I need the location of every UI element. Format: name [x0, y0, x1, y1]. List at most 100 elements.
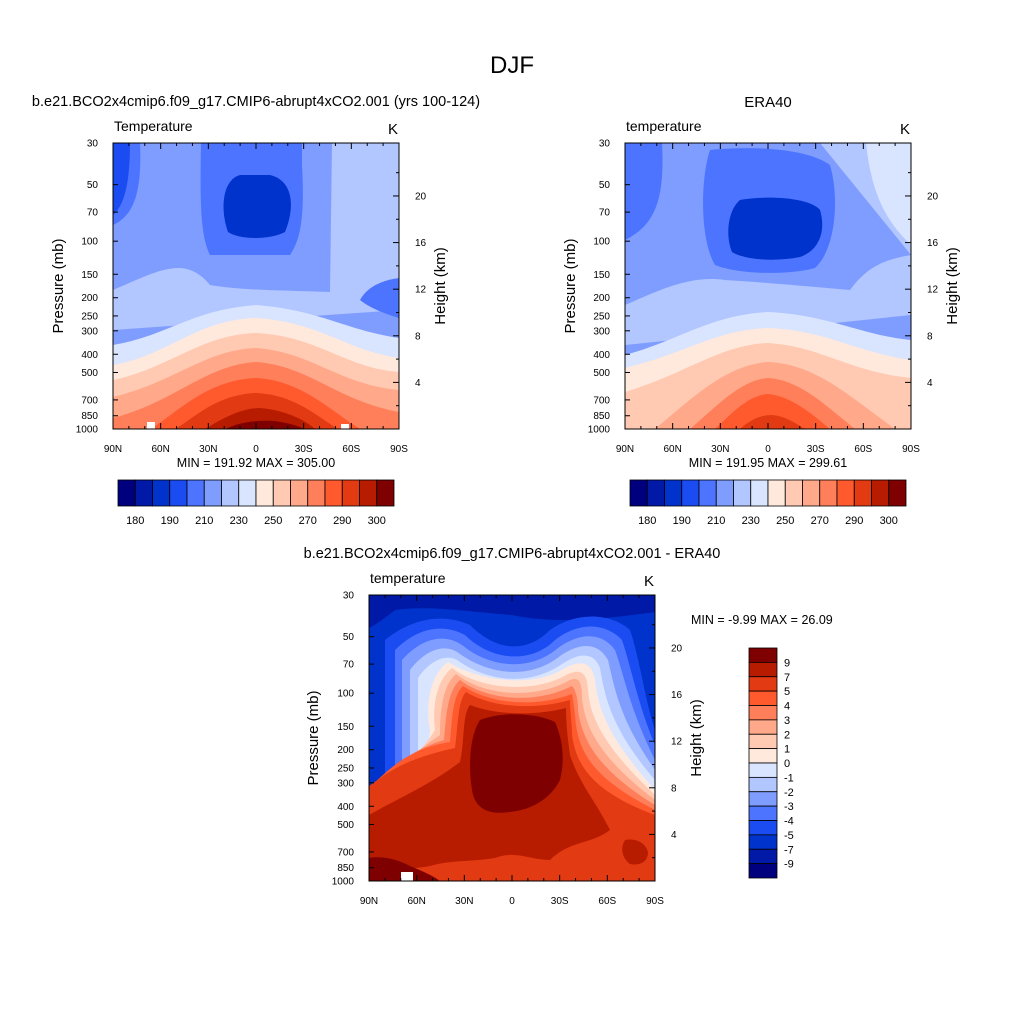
colorbar-label: 210 — [195, 515, 213, 527]
colorbar-label: 4 — [784, 701, 790, 713]
colorbar-swatch — [324, 479, 343, 507]
colorbar-swatch — [152, 479, 171, 507]
y-tick-label: 150 — [593, 270, 610, 281]
height-tick-label: 20 — [415, 191, 427, 202]
colorbar-swatch — [646, 479, 665, 507]
x-tick-label: 90N — [360, 896, 378, 907]
x-tick-label: 0 — [509, 896, 515, 907]
y-tick-label: 700 — [81, 395, 98, 406]
colorbar-label: 5 — [784, 686, 790, 698]
height-tick-label: 8 — [671, 783, 677, 794]
height-tick-label: 8 — [927, 331, 933, 342]
panel-diff-ylabel-wrap: Pressure (mb) — [305, 690, 322, 785]
panel-diff-left-string: temperature — [370, 570, 446, 586]
x-tick-label: 0 — [765, 444, 771, 455]
colorbar-label: 300 — [880, 515, 898, 527]
y-tick-label: 70 — [343, 660, 355, 671]
colorbar-label: -7 — [784, 844, 794, 856]
colorbar-label: -4 — [784, 816, 794, 828]
x-tick-label: 30N — [199, 444, 217, 455]
colorbar-label: -3 — [784, 801, 794, 813]
x-tick-label: 30N — [711, 444, 729, 455]
y-tick-label: 850 — [337, 863, 354, 874]
panel-obs-ylabel-right: Height (km) — [944, 247, 961, 325]
colorbar-swatch — [819, 479, 838, 507]
obs-band-nh-cold — [625, 143, 663, 240]
colorbar-swatch — [748, 733, 778, 750]
x-tick-label: 60S — [598, 896, 616, 907]
colorbar-swatch — [888, 479, 907, 507]
obs-band-299 — [740, 415, 805, 429]
diff-band-sh-sfc — [622, 839, 648, 865]
colorbar-swatch — [748, 848, 778, 865]
model-band-polar-cold — [113, 143, 130, 215]
colorbar-swatch — [134, 479, 153, 507]
panel-diff-minmax: MIN = -9.99 MAX = 26.09 — [691, 613, 833, 627]
y-tick-label: 1000 — [76, 425, 99, 436]
colorbar-label: 190 — [673, 515, 691, 527]
panel-model-units: K — [388, 121, 398, 138]
height-tick-label: 16 — [927, 238, 939, 249]
y-tick-label: 700 — [593, 395, 610, 406]
y-tick-label: 100 — [337, 689, 354, 700]
colorbar-label: 2 — [784, 729, 790, 741]
x-tick-label: 60N — [663, 444, 681, 455]
colorbar-label: 290 — [333, 515, 351, 527]
panel-model-left-string: Temperature — [114, 118, 193, 134]
colorbar-label: 250 — [264, 515, 282, 527]
panel-obs-units: K — [900, 121, 910, 138]
height-tick-label: 4 — [671, 830, 677, 841]
panel-obs-title: ERA40 — [744, 94, 792, 111]
page-title: DJF — [490, 52, 534, 79]
panel-obs-left-string: temperature — [626, 118, 702, 134]
colorbar-swatch — [871, 479, 890, 507]
y-tick-label: 300 — [593, 326, 610, 337]
colorbar-swatch — [748, 690, 778, 706]
y-tick-label: 100 — [593, 237, 610, 248]
colorbar-swatch — [748, 661, 778, 678]
colorbar-swatch — [853, 479, 872, 507]
x-tick-label: 60N — [407, 896, 425, 907]
panel-diff-ylabel-right-wrap: Height (km) — [688, 699, 705, 777]
panel-obs-ylabel-right-wrap: Height (km) — [944, 247, 961, 325]
panel-diff-axes: 90N 60N 30N 0 30S 60S 90S 30 50 70 100 150 200 250 300… — [332, 591, 683, 908]
panel-model-title: b.e21.BCO2x4cmip6.f09_g17.CMIP6-abrupt4x… — [32, 94, 480, 110]
panel-model-colorbar: 180 190 210 230 250 270 290 300 — [117, 479, 395, 527]
y-tick-label: 50 — [87, 180, 99, 191]
y-tick-label: 100 — [81, 237, 98, 248]
x-tick-label: 60S — [854, 444, 872, 455]
height-tick-label: 12 — [927, 285, 939, 296]
model-band-305 — [225, 420, 305, 429]
colorbar-label: 290 — [845, 515, 863, 527]
panel-model-ylabel: Pressure (mb) — [50, 238, 67, 333]
panel-obs-axes: 90N 60N 30N 0 30S 60S 90S 30 50 70 100 150 200 250 300… — [588, 139, 939, 456]
panel-obs-colorbar: 180 190 210 230 250 270 290 300 — [629, 479, 907, 527]
x-tick-label: 30N — [455, 896, 473, 907]
model-band-upper-pale — [113, 143, 399, 330]
panel-model-field — [113, 143, 399, 429]
panel-diff-units: K — [644, 573, 654, 590]
height-tick-label: 12 — [415, 285, 427, 296]
colorbar-label: 270 — [299, 515, 317, 527]
x-tick-label: 90N — [616, 444, 634, 455]
y-tick-label: 30 — [343, 591, 355, 602]
panel-model-ylabel-right: Height (km) — [432, 247, 449, 325]
diff-band-max — [470, 714, 563, 813]
colorbar-swatch — [238, 479, 257, 507]
colorbar-swatch — [733, 479, 752, 507]
y-tick-label: 70 — [599, 208, 611, 219]
panel-diff-field — [369, 595, 655, 881]
y-tick-label: 30 — [599, 139, 611, 150]
height-tick-label: 8 — [415, 331, 421, 342]
panel-obs: ERA40 temperature K Pressure (mb) Height… — [562, 94, 961, 527]
diff-band-top-darkest — [369, 595, 655, 628]
model-missing-b — [341, 424, 349, 429]
panel-obs-minmax: MIN = 191.95 MAX = 299.61 — [689, 456, 847, 470]
height-tick-label: 4 — [927, 378, 933, 389]
y-tick-label: 250 — [593, 311, 610, 322]
panel-diff-ylabel-right: Height (km) — [688, 699, 705, 777]
colorbar-swatch — [748, 748, 778, 764]
colorbar-swatch — [341, 479, 360, 507]
colorbar-label: -2 — [784, 787, 794, 799]
